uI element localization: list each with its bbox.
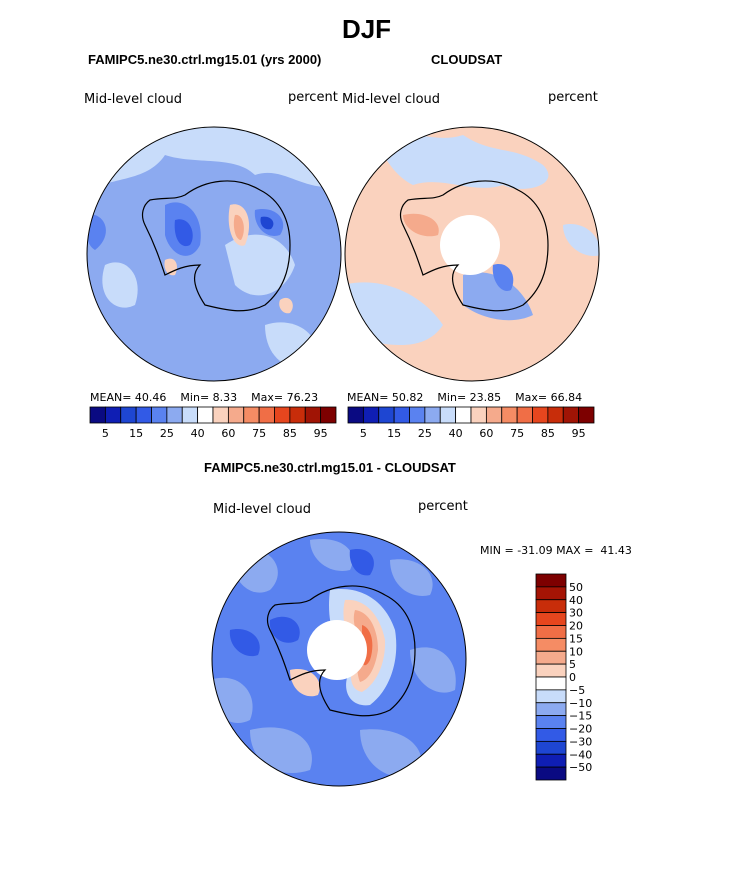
colorbar-swatch [535,740,567,755]
colorbar-swatch [104,406,122,424]
colorbar-tick-label: 5 [360,427,367,440]
colorbar-swatch [409,406,426,424]
colorbar-tick-label: 40 [449,427,463,440]
colorbar-tick-label: 25 [160,427,174,440]
colorbar-swatch [535,573,567,588]
colorbar-swatch [362,406,380,424]
colorbar-tick-label: 95 [314,427,328,440]
colorbar-swatch [535,599,567,614]
colorbar-swatch [212,406,229,424]
model-units-label: percent [288,90,338,105]
colorbar-swatch [347,406,364,424]
colorbar-tick-label: 40 [569,594,583,607]
colorbar-tick-label: 15 [569,632,583,645]
colorbar-swatch [562,406,580,424]
obs-variable-label: Mid-level cloud [342,92,441,107]
colorbar-tick-label: 0 [569,671,576,684]
colorbar-swatch [89,406,106,424]
colorbar-swatch [227,406,245,424]
colorbar-tick-label: 40 [191,427,205,440]
colorbar-swatch [535,625,567,639]
colorbar-swatch [258,406,275,424]
colorbar-tick-label: 95 [572,427,586,440]
diff-polar-map [211,531,467,787]
colorbar-tick-label: 10 [569,645,583,658]
colorbar-tick-label: 60 [479,427,493,440]
colorbar-swatch [535,766,567,781]
colorbar-swatch [516,406,533,424]
colorbar-tick-label: −15 [569,710,592,723]
colorbar-swatch [535,702,567,717]
colorbar-swatch [166,406,183,424]
model-stats: MEAN= 40.46 Min= 8.33 Max= 76.23 [90,391,319,404]
colorbar-swatch [501,406,518,424]
colorbar-tick-label: 85 [283,427,297,440]
colorbar-swatch [120,406,137,424]
diff-variable-label: Mid-level cloud [213,502,312,517]
colorbar-swatch [151,406,168,424]
colorbar-swatch [181,406,199,424]
colorbar-swatch [535,586,567,601]
colorbar-swatch [535,676,567,691]
colorbar-swatch [378,406,395,424]
colorbar-swatch [485,406,503,424]
colorbar-tick-label: 75 [252,427,266,440]
colorbar-tick-label: 50 [569,581,583,594]
colorbar-swatch [547,406,564,424]
model-variable-label: Mid-level cloud [84,92,183,107]
model-polar-map [86,126,342,382]
season-title: DJF [341,14,392,44]
colorbar-tick-label: 30 [569,607,583,620]
obs-colorbar: 5 15 25 40 60 75 85 95 [347,406,595,440]
colorbar-swatch [424,406,441,424]
colorbar-tick-label: 15 [129,427,143,440]
colorbar-tick-label: 15 [387,427,401,440]
colorbar-tick-label: 20 [569,620,583,633]
diff-panel-title: FAMIPC5.ne30.ctrl.mg15.01 - CLOUDSAT [204,460,456,475]
colorbar-tick-label: 5 [569,658,576,671]
colorbar-swatch [439,406,457,424]
obs-polar-map [344,126,600,382]
colorbar-tick-label: −30 [569,735,592,748]
colorbar-swatch [535,753,567,768]
colorbar-swatch [535,663,567,678]
colorbar-tick-label: 60 [221,427,235,440]
obs-units-label: percent [548,90,598,105]
obs-panel-title: CLOUDSAT [431,52,503,67]
obs-stats: MEAN= 50.82 Min= 23.85 Max= 66.84 [347,391,583,404]
colorbar-tick-label: −5 [569,684,585,697]
colorbar-tick-label: 85 [541,427,555,440]
colorbar-swatch [289,406,306,424]
colorbar-swatch [535,728,567,742]
colorbar-swatch [393,406,410,424]
colorbar-swatch [197,406,214,424]
colorbar-tick-label: −20 [569,723,592,736]
colorbar-swatch [320,406,337,424]
colorbar-swatch [532,406,549,424]
colorbar-swatch [455,406,472,424]
diff-units-label: percent [418,499,468,514]
model-colorbar: 5 15 25 40 60 75 85 95 [89,406,337,440]
colorbar-tick-label: −40 [569,748,592,761]
colorbar-swatch [535,612,567,626]
colorbar-swatch [304,406,322,424]
diff-min-max: MIN = -31.09 MAX = 41.43 [480,544,632,557]
colorbar-swatch [470,406,487,424]
colorbar-tick-label: 25 [418,427,432,440]
colorbar-swatch [535,689,567,704]
colorbar-swatch [243,406,260,424]
colorbar-swatch [535,637,567,652]
colorbar-swatch [535,715,567,729]
colorbar-swatch [135,406,152,424]
colorbar-tick-label: 75 [510,427,524,440]
colorbar-swatch [274,406,291,424]
model-panel-title: FAMIPC5.ne30.ctrl.mg15.01 (yrs 2000) [88,52,322,67]
colorbar-tick-label: −50 [569,761,592,774]
colorbar-swatch [535,650,567,665]
colorbar-swatch [578,406,595,424]
colorbar-tick-label: −10 [569,697,592,710]
colorbar-tick-label: 5 [102,427,109,440]
